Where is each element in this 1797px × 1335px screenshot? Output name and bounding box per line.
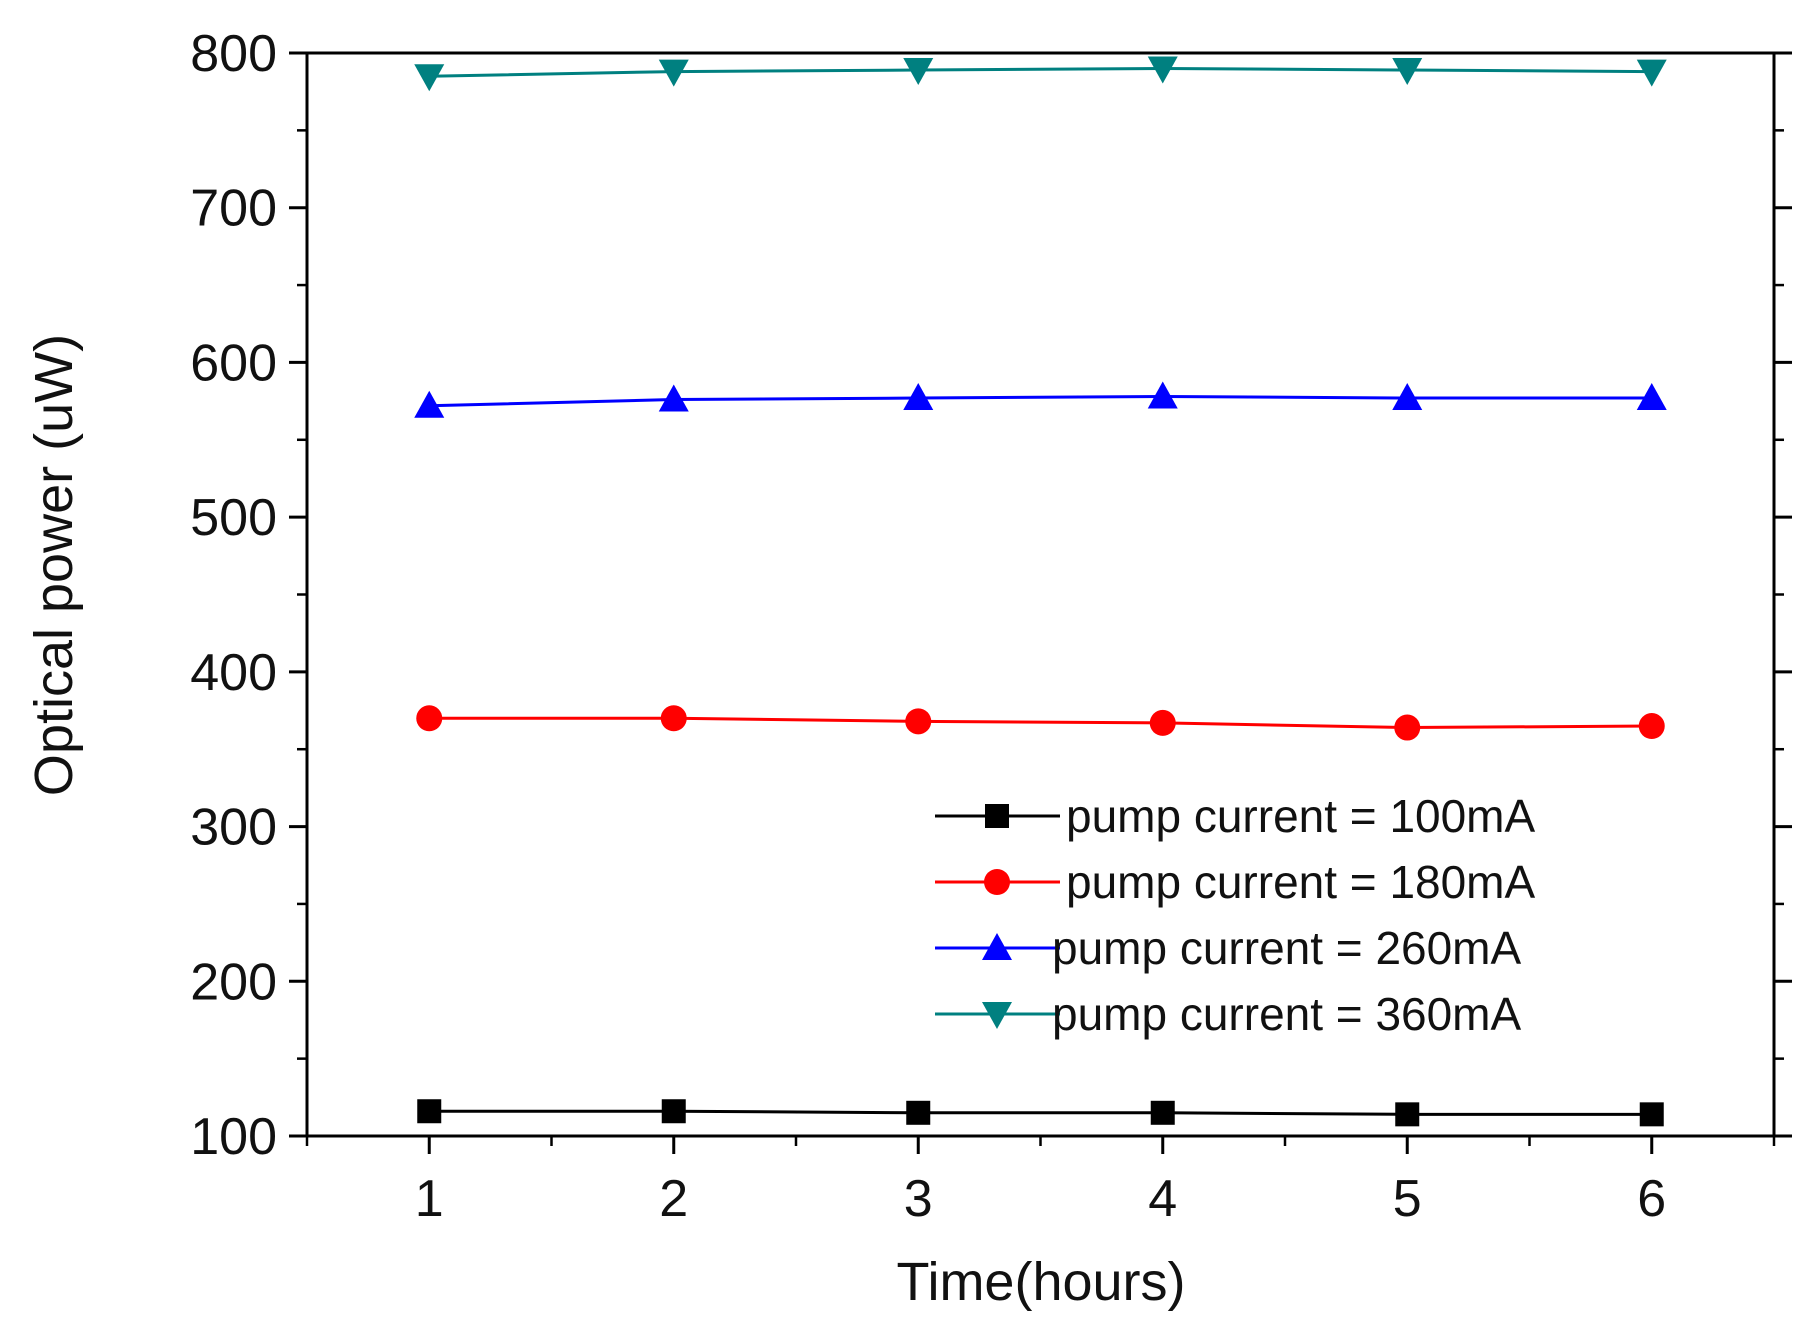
x-tick-label: 1 bbox=[415, 1170, 444, 1228]
legend-item: pump current = 100mA bbox=[935, 790, 1536, 842]
x-tick-label: 6 bbox=[1637, 1170, 1666, 1228]
x-tick-label: 4 bbox=[1148, 1170, 1177, 1228]
data-point bbox=[903, 383, 934, 411]
data-point bbox=[1636, 383, 1667, 411]
x-tick-label: 3 bbox=[904, 1170, 933, 1228]
legend-label: pump current = 360mA bbox=[1052, 988, 1522, 1040]
legend-item: pump current = 180mA bbox=[935, 856, 1536, 908]
legend-item: pump current = 360mA bbox=[935, 988, 1522, 1040]
y-tick-label: 500 bbox=[190, 489, 277, 547]
data-point bbox=[1636, 59, 1667, 87]
data-point bbox=[417, 1099, 442, 1124]
data-point bbox=[1147, 381, 1178, 409]
data-point bbox=[905, 708, 932, 735]
x-tick-label: 2 bbox=[659, 1170, 688, 1228]
legend-label: pump current = 100mA bbox=[1066, 790, 1536, 842]
data-point bbox=[1149, 709, 1176, 736]
data-point bbox=[416, 705, 443, 732]
data-point bbox=[414, 64, 445, 92]
data-point bbox=[1639, 1102, 1664, 1127]
data-point bbox=[906, 1100, 931, 1125]
series-2 bbox=[416, 705, 1665, 741]
series-line bbox=[429, 66, 1652, 78]
legend: pump current = 100mA pump current = 180mA… bbox=[935, 790, 1536, 1040]
data-point bbox=[1150, 1100, 1175, 1125]
series-3 bbox=[414, 381, 1667, 418]
axes: 100 200 300 400 500 600 700 800 1 2 3 4 5 6 bbox=[190, 25, 1792, 1228]
y-tick-label: 400 bbox=[190, 644, 277, 702]
data-point bbox=[660, 705, 687, 732]
y-tick-label: 300 bbox=[190, 799, 277, 857]
legend-item: pump current = 260mA bbox=[935, 922, 1522, 974]
legend-marker bbox=[985, 804, 1009, 828]
series-4 bbox=[414, 56, 1667, 92]
data-point bbox=[658, 59, 689, 87]
x-tick-label: 5 bbox=[1393, 1170, 1422, 1228]
data-point bbox=[1147, 56, 1178, 84]
legend-label: pump current = 260mA bbox=[1052, 922, 1522, 974]
data-point bbox=[1638, 713, 1665, 740]
data-point bbox=[661, 1099, 686, 1124]
data-point bbox=[903, 58, 934, 86]
x-axis-title: Time(hours) bbox=[896, 1252, 1185, 1312]
y-tick-label: 100 bbox=[190, 1108, 277, 1166]
data-point bbox=[1392, 58, 1423, 86]
data-point bbox=[658, 384, 689, 412]
data-point bbox=[1392, 383, 1423, 411]
series-layer bbox=[414, 56, 1667, 1127]
y-tick-label: 200 bbox=[190, 953, 277, 1011]
y-tick-label: 600 bbox=[190, 334, 277, 392]
legend-label: pump current = 180mA bbox=[1066, 856, 1536, 908]
series-line bbox=[429, 1109, 1652, 1116]
legend-marker bbox=[984, 869, 1010, 895]
data-point bbox=[414, 390, 445, 418]
data-point bbox=[1395, 1102, 1420, 1127]
legend-marker bbox=[982, 933, 1012, 960]
series-1 bbox=[417, 1099, 1664, 1127]
y-tick-label: 700 bbox=[190, 180, 277, 238]
data-point bbox=[1394, 714, 1421, 741]
series-line bbox=[429, 716, 1652, 730]
y-axis-title: Optical power (uW) bbox=[24, 334, 84, 796]
y-tick-label: 800 bbox=[190, 25, 277, 83]
legend-marker bbox=[982, 1002, 1012, 1029]
series-line bbox=[429, 394, 1652, 408]
